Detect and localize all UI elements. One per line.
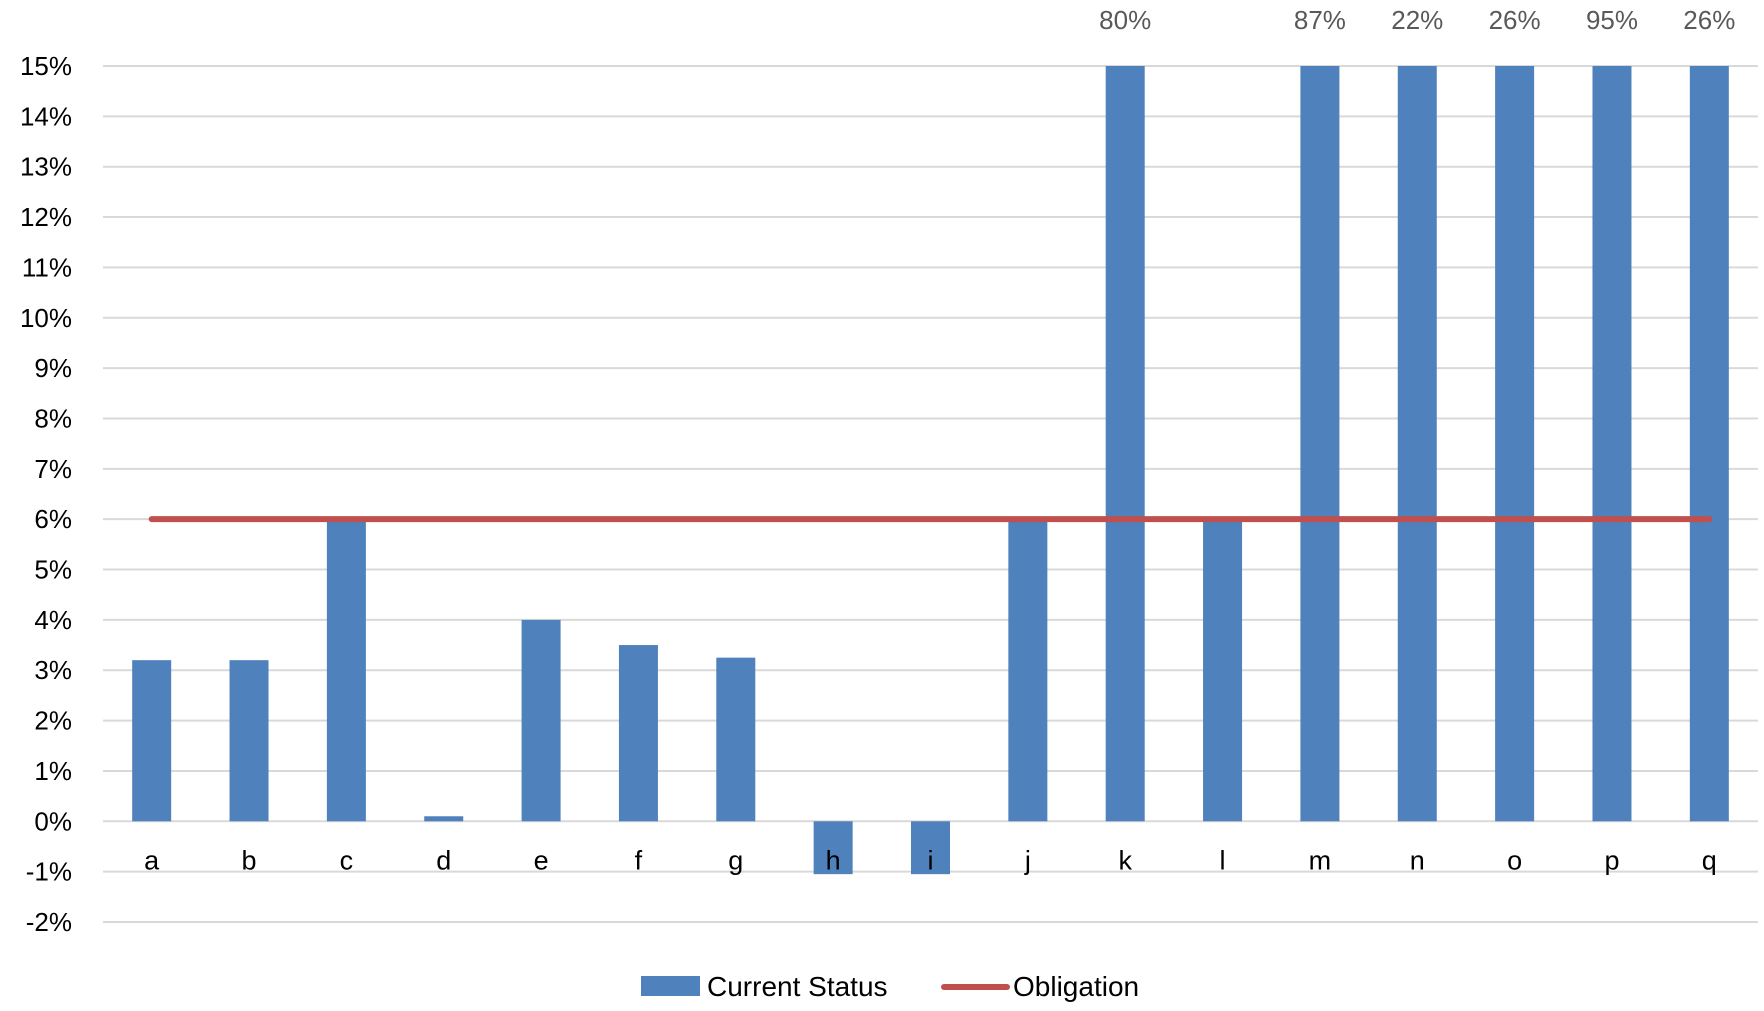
x-tick-label-b: b: [242, 845, 257, 875]
y-tick-label: 9%: [34, 353, 72, 383]
bar-p: [1592, 66, 1632, 822]
y-tick-label: 4%: [34, 605, 72, 635]
y-tick-label: 1%: [34, 756, 72, 786]
x-tick-label-d: d: [436, 845, 451, 875]
bar-d: [424, 816, 464, 822]
x-tick-label-f: f: [635, 845, 643, 875]
bar-c: [326, 519, 366, 822]
y-tick-label: 11%: [22, 252, 72, 282]
bar-f: [618, 645, 658, 822]
x-tick-label-q: q: [1702, 845, 1717, 875]
x-tick-label-g: g: [728, 845, 743, 875]
x-tick-label-o: o: [1507, 845, 1522, 875]
y-tick-label: 14%: [20, 101, 72, 131]
y-tick-label: 2%: [34, 706, 72, 736]
x-tick-label-n: n: [1410, 845, 1425, 875]
overflow-label-m: 87%: [1294, 5, 1346, 35]
y-tick-label: 0%: [34, 806, 72, 836]
bar-m: [1300, 66, 1340, 822]
x-axis-tick-labels: a b c d e f g h i j k l m n o p q: [144, 845, 1717, 875]
bar-g: [716, 657, 756, 822]
overflow-label-p: 95%: [1586, 5, 1638, 35]
current-status-bars: [132, 66, 1729, 875]
x-tick-label-h: h: [826, 845, 841, 875]
legend-label-obligation: Obligation: [1013, 971, 1139, 1002]
bar-j: [1008, 519, 1048, 822]
legend-label-current-status: Current Status: [707, 971, 888, 1002]
x-tick-label-e: e: [534, 845, 549, 875]
bar-a: [132, 660, 172, 822]
y-tick-label: 3%: [34, 655, 72, 685]
y-tick-label: -2%: [26, 907, 72, 937]
x-tick-label-m: m: [1309, 845, 1332, 875]
bar-k: [1105, 66, 1145, 822]
y-tick-label: -1%: [26, 857, 72, 887]
overflow-label-k: 80%: [1099, 5, 1151, 35]
y-tick-label: 10%: [20, 303, 72, 333]
legend: Current Status Obligation: [641, 971, 1139, 1002]
y-tick-label: 15%: [20, 51, 72, 81]
y-axis-tick-labels: 15% 14% 13% 12% 11% 10% 9% 8% 7% 6% 5% 4% 3% 2% 1% 0% -1…: [20, 51, 72, 937]
x-tick-label-l: l: [1220, 845, 1226, 875]
x-tick-label-a: a: [144, 845, 160, 875]
x-tick-label-k: k: [1118, 845, 1132, 875]
overflow-label-q: 26%: [1683, 5, 1735, 35]
y-tick-label: 13%: [20, 152, 72, 182]
x-tick-label-p: p: [1604, 845, 1619, 875]
bar-n: [1397, 66, 1437, 822]
bar-l: [1203, 519, 1243, 822]
x-tick-label-c: c: [340, 845, 354, 875]
bar-q: [1689, 66, 1729, 822]
bar-b: [229, 660, 269, 822]
bar-e: [521, 619, 561, 822]
y-tick-label: 7%: [34, 454, 72, 484]
overflow-label-o: 26%: [1489, 5, 1541, 35]
y-tick-label: 6%: [34, 504, 72, 534]
legend-swatch-current-status: [641, 976, 700, 996]
bar-h: [813, 821, 853, 875]
overflow-label-n: 22%: [1391, 5, 1443, 35]
y-tick-label: 12%: [20, 202, 72, 232]
bar-o: [1495, 66, 1535, 822]
overflow-value-labels: 80% 87% 22% 26% 95% 26%: [1099, 5, 1735, 35]
x-tick-label-i: i: [928, 845, 934, 875]
y-tick-label: 8%: [34, 403, 72, 433]
y-tick-label: 5%: [34, 555, 72, 585]
x-tick-label-j: j: [1024, 845, 1031, 875]
bar-i: [911, 821, 950, 875]
